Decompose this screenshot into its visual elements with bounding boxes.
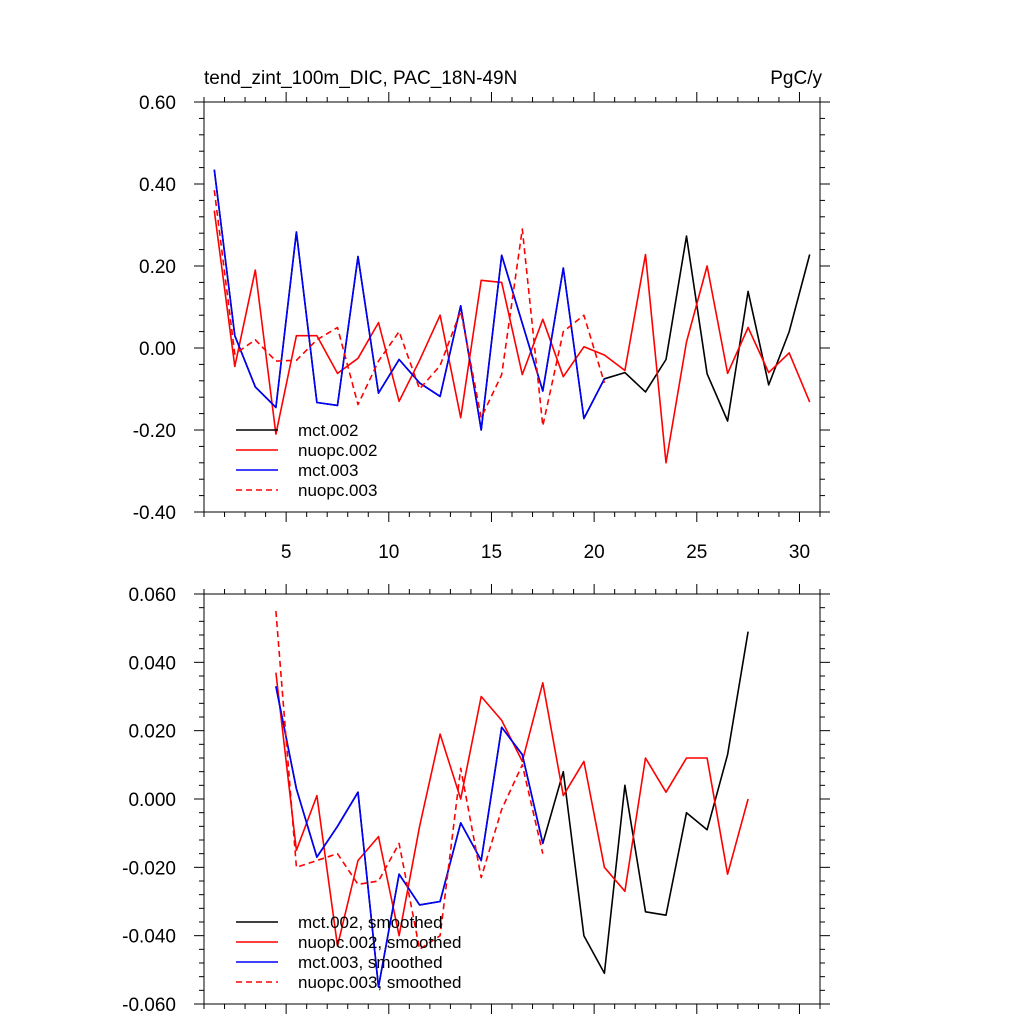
series-line-mct-003 bbox=[213, 169, 606, 431]
top-panel: tend_zint_100m_DIC, PAC_18N-49N PgC/y -0… bbox=[133, 68, 830, 563]
legend-label: nuopc.002 bbox=[298, 441, 377, 460]
y-tick-label: 0.20 bbox=[139, 257, 176, 278]
legend-label: mct.002 bbox=[298, 421, 358, 440]
legend-label: mct.003 bbox=[298, 461, 358, 480]
y-tick-label: 0.020 bbox=[128, 722, 176, 743]
series-line-nuopc-002 bbox=[213, 210, 811, 464]
series-line-nuopc-003-smoothed bbox=[275, 611, 544, 951]
series-line-nuopc-003 bbox=[213, 190, 606, 427]
legend-label: nuopc.003 bbox=[298, 481, 377, 500]
y-tick-label: -0.020 bbox=[122, 858, 176, 879]
bottom-panel: -0.060 -0.040 -0.020 0.000 0.020 0.040 0.060 mc… bbox=[122, 584, 830, 1016]
y-tick-label: -0.040 bbox=[122, 927, 176, 948]
legend-label: nuopc.003, smoothed bbox=[298, 973, 462, 992]
x-tick-label: 5 bbox=[281, 542, 292, 563]
x-tick-label: 15 bbox=[481, 542, 502, 563]
top-panel-units: PgC/y bbox=[770, 68, 822, 89]
y-tick-label: 0.60 bbox=[139, 93, 176, 114]
series-line-mct-003-smoothed bbox=[275, 686, 544, 988]
y-tick-label: 0.060 bbox=[128, 585, 176, 606]
x-tick-label: 30 bbox=[789, 542, 810, 563]
x-tick-label: 20 bbox=[584, 542, 605, 563]
y-tick-label: -0.40 bbox=[133, 503, 176, 524]
y-tick-label: 0.40 bbox=[139, 175, 176, 196]
x-tick-label: 25 bbox=[686, 542, 707, 563]
x-tick-label: 10 bbox=[378, 542, 399, 563]
y-tick-label: 0.000 bbox=[128, 790, 176, 811]
y-tick-label: 0.00 bbox=[139, 339, 176, 360]
top-panel-title: tend_zint_100m_DIC, PAC_18N-49N bbox=[204, 68, 517, 89]
y-tick-label: 0.040 bbox=[128, 653, 176, 674]
y-tick-label: -0.20 bbox=[133, 421, 176, 442]
y-tick-label: -0.060 bbox=[122, 995, 176, 1016]
legend-label: nuopc.002, smoothed bbox=[298, 933, 462, 952]
legend-label: mct.003, smoothed bbox=[298, 953, 443, 972]
legend-label: mct.002, smoothed bbox=[298, 913, 443, 932]
